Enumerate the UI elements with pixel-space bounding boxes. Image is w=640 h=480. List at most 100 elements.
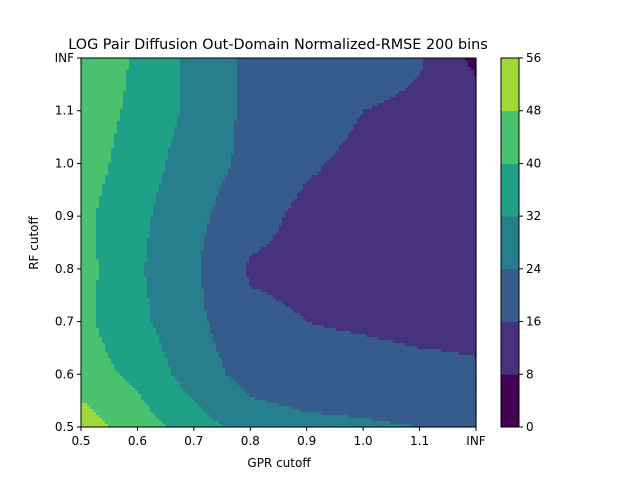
contour-cell (90, 358, 94, 362)
contour-cell (81, 157, 85, 161)
contour-cell (114, 340, 118, 344)
contour-cell (120, 310, 124, 314)
contour-cell (99, 397, 103, 401)
contour-cell (96, 133, 100, 137)
contour-cell (81, 328, 85, 332)
contour-cell (108, 187, 112, 191)
contour-cell (111, 241, 115, 245)
contour-cell (117, 88, 121, 92)
contour-cell (126, 292, 130, 296)
contour-cell (99, 76, 103, 80)
contour-cell (96, 280, 100, 284)
contour-cell (99, 73, 103, 77)
contour-cell (90, 307, 94, 311)
contour-cell (105, 400, 109, 404)
contour-cell (111, 265, 115, 269)
contour-cell (81, 271, 85, 275)
contour-cell (114, 391, 118, 395)
contour-cell (90, 226, 94, 230)
contour-cell (105, 232, 109, 236)
contour-cell (117, 391, 121, 395)
contour-cell (111, 130, 115, 134)
contour-cell (114, 175, 118, 179)
contour-cell (102, 247, 106, 251)
contour-cell (87, 301, 91, 305)
contour-cell (111, 208, 115, 212)
contour-cell (114, 169, 118, 173)
contour-cell (84, 181, 88, 185)
contour-cell (105, 187, 109, 191)
contour-cell (111, 136, 115, 140)
contour-cell (90, 418, 94, 422)
contour-cell (90, 91, 94, 95)
contour-cell (93, 97, 97, 101)
contour-cell (87, 127, 91, 131)
contour-cell (102, 97, 106, 101)
contour-cell (123, 190, 127, 194)
contour-cell (108, 61, 112, 65)
contour-cell (90, 208, 94, 212)
contour-cell (96, 424, 100, 428)
contour-cell (93, 217, 97, 221)
contour-cell (114, 406, 118, 410)
contour-cell (126, 184, 130, 188)
contour-cell (81, 415, 85, 419)
contour-cell (108, 139, 112, 143)
contour-cell (99, 67, 103, 71)
contour-cell (102, 415, 106, 419)
contour-cell (96, 247, 100, 251)
contour-cell (87, 181, 91, 185)
contour-cell (105, 259, 109, 263)
contour-cell (102, 352, 106, 356)
contour-cell (102, 142, 106, 146)
contour-cell (87, 331, 91, 335)
contour-cell (120, 169, 124, 173)
contour-cell (123, 112, 127, 116)
contour-cell (120, 313, 124, 317)
contour-cell (117, 307, 121, 311)
contour-cell (105, 214, 109, 218)
contour-cell (93, 403, 97, 407)
contour-cell (90, 292, 94, 296)
contour-cell (93, 253, 97, 257)
contour-cell (111, 391, 115, 395)
contour-cell (81, 322, 85, 326)
contour-cell (93, 370, 97, 374)
contour-cell (87, 106, 91, 110)
contour-cell (126, 166, 130, 170)
contour-cell (84, 76, 88, 80)
contour-cell (93, 391, 97, 395)
contour-cell (105, 310, 109, 314)
contour-cell (111, 112, 115, 116)
contour-cell (99, 112, 103, 116)
contour-cell (93, 241, 97, 245)
contour-cell (111, 277, 115, 281)
contour-cell (117, 160, 121, 164)
contour-cell (93, 109, 97, 113)
contour-cell (114, 244, 118, 248)
contour-cell (93, 388, 97, 392)
contour-cell (114, 280, 118, 284)
contour-cell (96, 157, 100, 161)
contour-cell (84, 217, 88, 221)
contour-cell (93, 352, 97, 356)
contour-cell (111, 58, 115, 62)
contour-cell (111, 379, 115, 383)
contour-cell (108, 337, 112, 341)
contour-cell (114, 106, 118, 110)
contour-cell (99, 322, 103, 326)
contour-cell (102, 421, 106, 425)
contour-cell (87, 97, 91, 101)
contour-cell (123, 259, 127, 263)
contour-cell (96, 298, 100, 302)
contour-cell (111, 370, 115, 374)
contour-cell (117, 286, 121, 290)
contour-cell (114, 268, 118, 272)
contour-cell (123, 235, 127, 239)
contour-cell (96, 136, 100, 140)
contour-cell (96, 292, 100, 296)
contour-cell (96, 61, 100, 65)
contour-cell (102, 283, 106, 287)
contour-cell (81, 115, 85, 119)
chart-title: LOG Pair Diffusion Out-Domain Normalized… (68, 37, 488, 53)
